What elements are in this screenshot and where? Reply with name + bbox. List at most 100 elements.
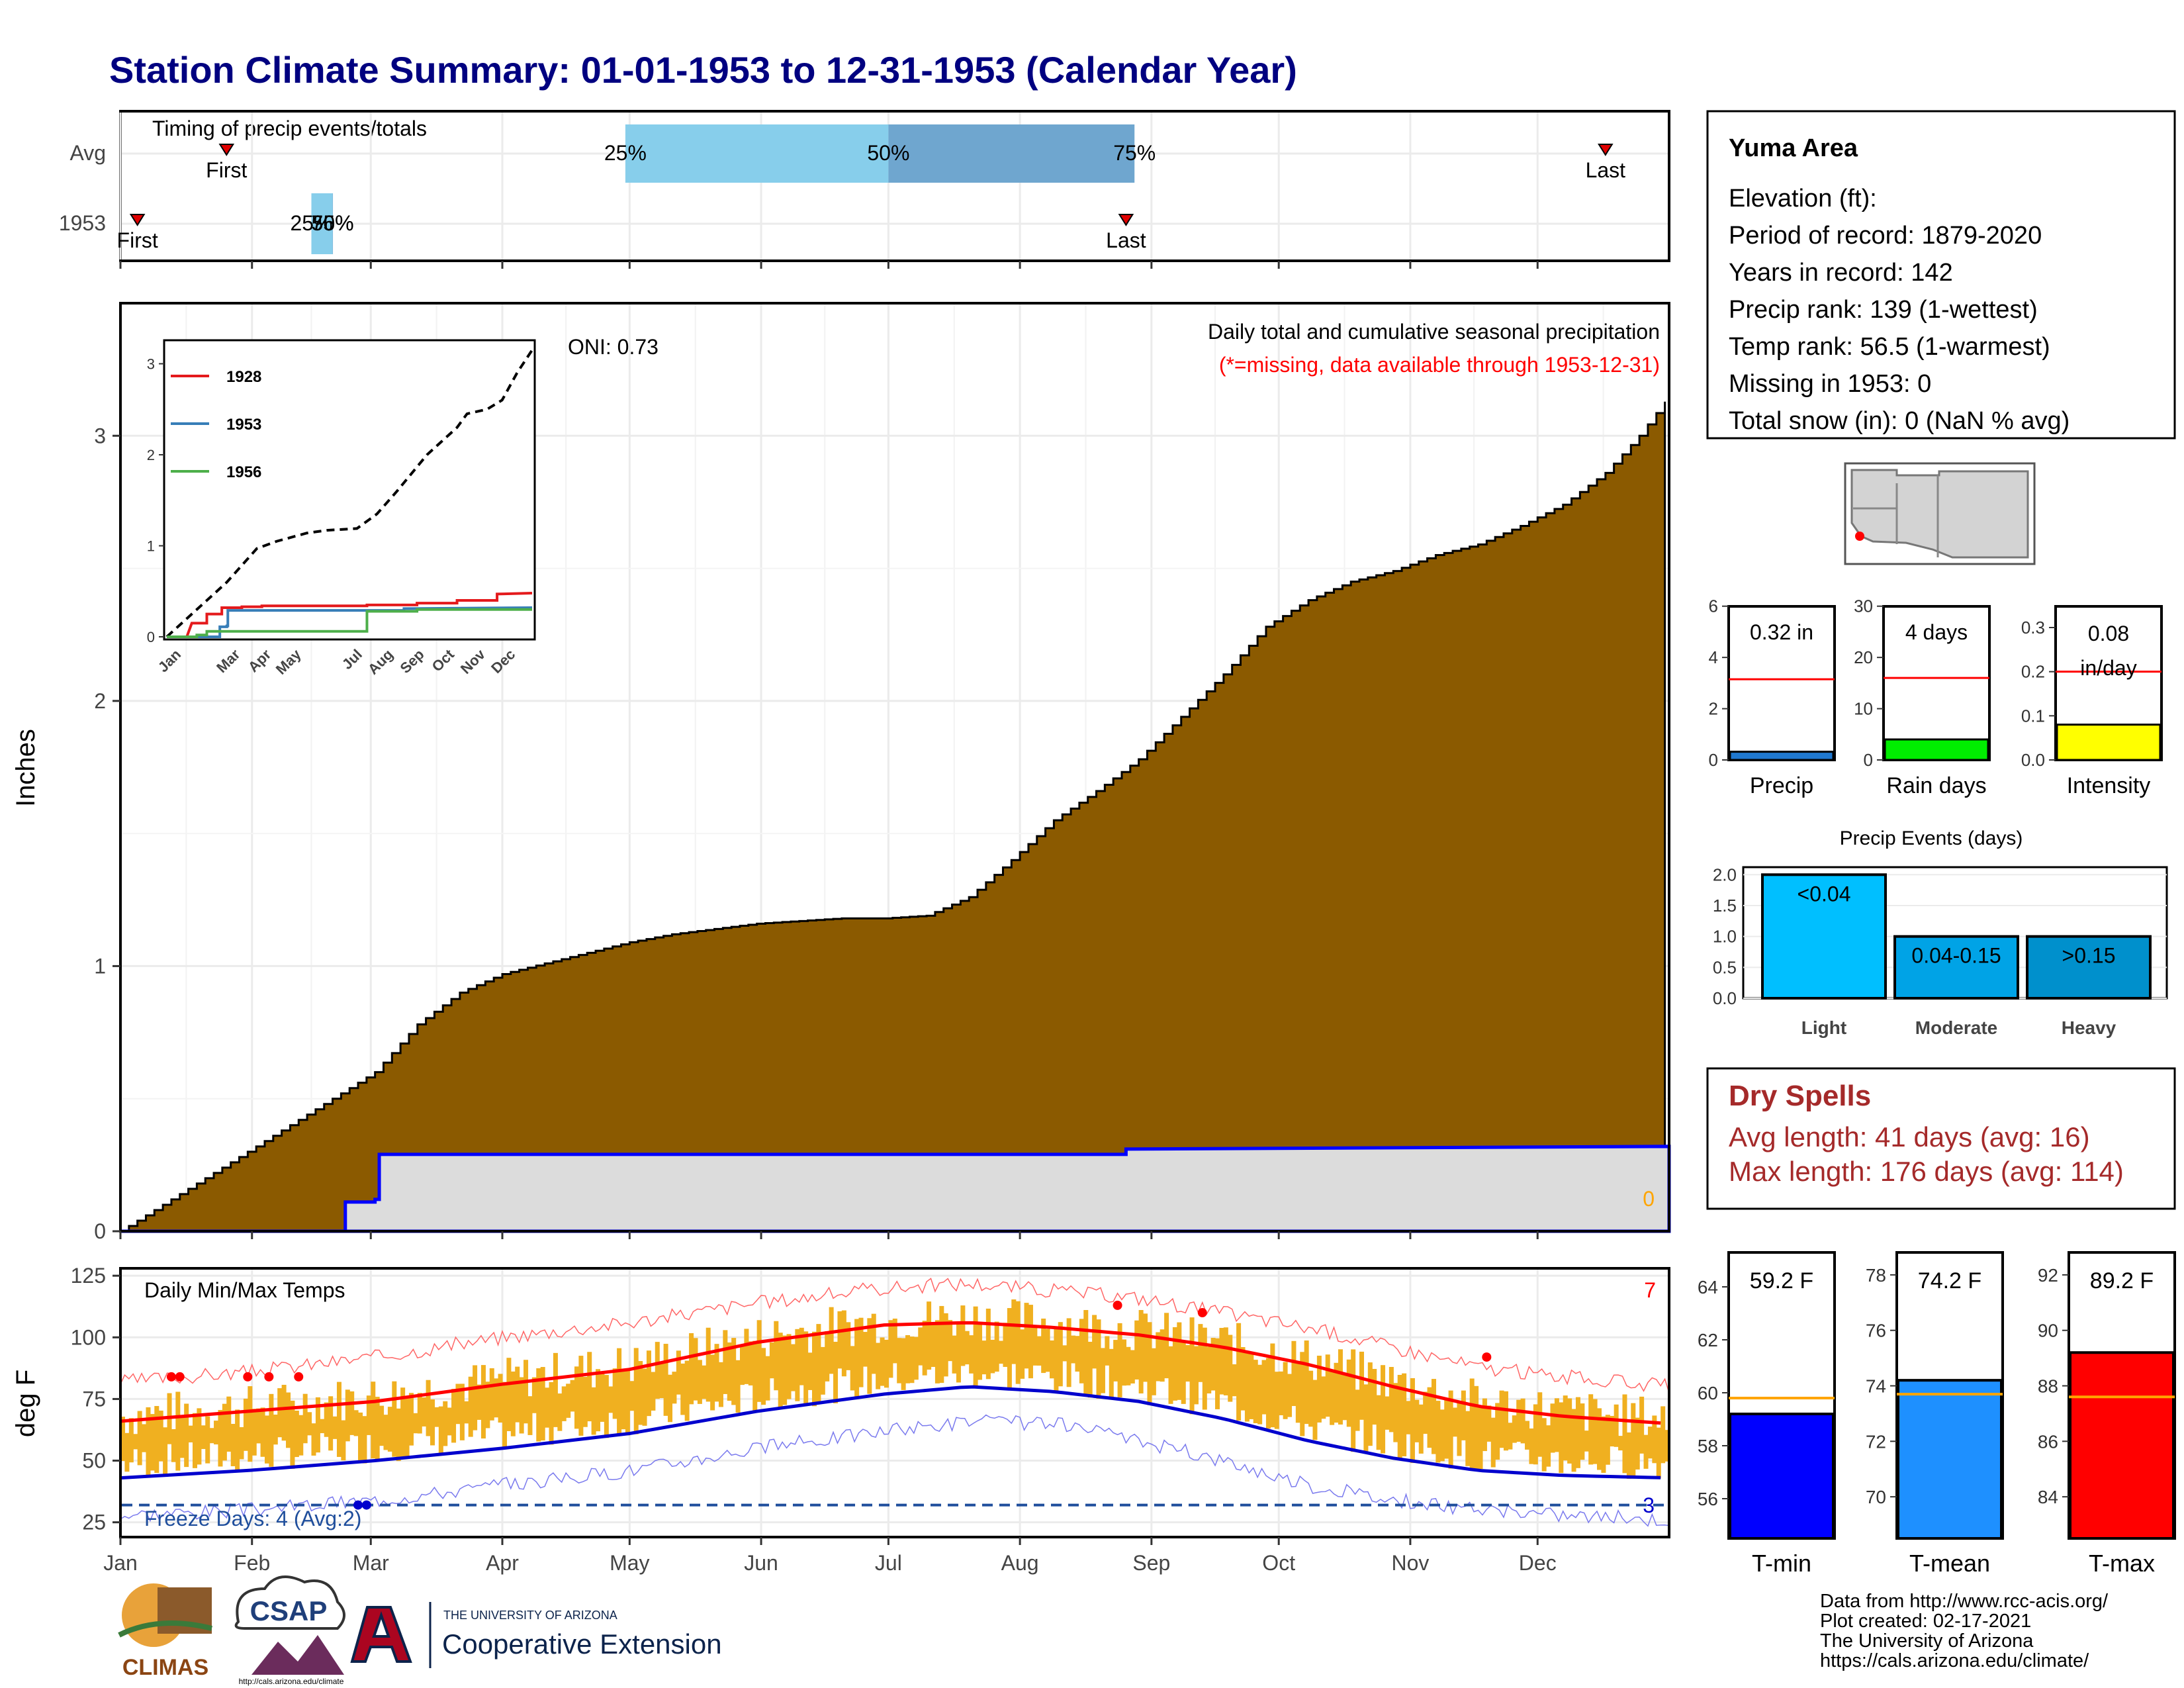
daily-temp-bar — [820, 1346, 825, 1395]
daily-temp-bar — [506, 1358, 512, 1431]
temp-bar-value-T-min — [1729, 1413, 1835, 1540]
mini-bar-ytick-label: 0.1 — [2021, 706, 2045, 726]
daily-temp-bar — [913, 1336, 919, 1380]
daily-temp-bar — [413, 1413, 418, 1434]
daily-temp-bar — [133, 1434, 138, 1450]
daily-temp-bar — [1015, 1301, 1021, 1384]
record-high-marker — [1113, 1300, 1122, 1310]
daily-temp-bar — [799, 1327, 804, 1385]
missing-note: (*=missing, data available through 1953-… — [1219, 353, 1660, 377]
daily-temp-bar — [672, 1372, 677, 1404]
station-info-line: Precip rank: 139 (1-wettest) — [1729, 296, 2038, 324]
daily-temp-bar — [718, 1362, 723, 1407]
precip-events-ytick-label: 2.0 — [1713, 865, 1737, 884]
daily-temp-bar — [892, 1318, 897, 1364]
daily-temp-bar — [549, 1382, 554, 1445]
credit-line: The University of Arizona — [1820, 1630, 2034, 1652]
daily-temp-bar — [934, 1320, 940, 1383]
ua-extension: Cooperative Extension — [442, 1628, 722, 1660]
daily-temp-bar — [1554, 1398, 1559, 1452]
dry-spells-avg-length: Avg length: 41 days (avg: 16) — [1729, 1121, 2090, 1152]
precip-events-category: Light — [1801, 1017, 1846, 1038]
timing-marker-label: Last — [1106, 228, 1146, 252]
daily-temp-bar — [871, 1313, 876, 1374]
daily-temp-bar — [553, 1352, 558, 1427]
daily-temp-bar — [888, 1320, 893, 1378]
daily-temp-bar — [1465, 1411, 1471, 1466]
temp-plot-frame — [119, 1267, 1670, 1538]
daily-temp-bar — [239, 1427, 244, 1460]
daily-temp-bar — [430, 1399, 435, 1446]
mini-bar-frame-Rain days — [1882, 605, 1991, 761]
main-plot-frame — [119, 302, 1670, 1233]
daily-temp-bar — [1087, 1341, 1093, 1398]
daily-temp-bar — [858, 1317, 864, 1387]
timing-marker — [1118, 214, 1134, 226]
daily-temp-bar — [1083, 1309, 1089, 1395]
daily-temp-bar — [1228, 1335, 1233, 1402]
daily-temp-bar — [248, 1386, 253, 1462]
daily-temp-bar — [1279, 1371, 1284, 1415]
daily-temp-bar — [1291, 1340, 1297, 1407]
mini-bar-ytick-label: 0.0 — [2021, 750, 2045, 770]
daily-temp-bar — [1571, 1409, 1576, 1472]
csap-cloud-icon — [234, 1575, 345, 1630]
daily-temp-bar — [1151, 1348, 1156, 1395]
daily-temp-bar — [222, 1403, 227, 1461]
timing-bar-25-50 — [311, 193, 333, 254]
daily-temp-bar — [1316, 1355, 1322, 1423]
temp-bar-ytick-label: 62 — [1698, 1330, 1718, 1350]
daily-temp-bar — [1448, 1390, 1453, 1469]
record-low-marker — [361, 1500, 371, 1510]
daily-temp-bar — [1244, 1352, 1250, 1422]
daily-temp-bar — [668, 1374, 673, 1423]
daily-temp-bar — [1210, 1338, 1216, 1391]
timing-marker — [129, 214, 146, 226]
daily-temp-bar — [811, 1331, 817, 1407]
timing-pct75-label: 75% — [1113, 141, 1156, 165]
daily-temp-bar — [978, 1323, 983, 1380]
daily-temp-bar — [612, 1368, 617, 1419]
daily-temp-bar — [782, 1335, 788, 1405]
daily-temp-bar — [1092, 1315, 1097, 1369]
daily-temp-bar — [833, 1341, 839, 1403]
daily-temp-bar — [816, 1324, 821, 1403]
daily-temp-bar — [1261, 1360, 1267, 1415]
daily-temp-bar — [761, 1348, 766, 1405]
daily-temp-bar — [1457, 1403, 1462, 1456]
daily-temp-bar — [1661, 1406, 1666, 1464]
month-label: Apr — [486, 1551, 519, 1575]
daily-temp-bar — [714, 1344, 719, 1402]
daily-temp-bar — [1312, 1380, 1318, 1440]
daily-temp-bar — [1156, 1332, 1161, 1382]
daily-temp-bar — [286, 1392, 291, 1448]
month-label: Dec — [1519, 1551, 1557, 1575]
credit-line: Data from http://www.rcc-acis.org/ — [1820, 1591, 2109, 1612]
daily-temp-bar — [163, 1427, 168, 1476]
daily-temp-bar — [400, 1387, 406, 1458]
daily-temp-bar — [1253, 1360, 1258, 1423]
daily-temp-bar — [655, 1342, 660, 1399]
daily-temp-bar — [1257, 1364, 1263, 1425]
temp-bar-label: T-min — [1752, 1550, 1811, 1577]
daily-temp-bar — [769, 1342, 774, 1379]
mini-bar-label: Rain days — [1886, 773, 1986, 798]
daily-temp-bar — [1240, 1347, 1246, 1411]
record-high-marker — [1197, 1308, 1207, 1318]
record-count: 7 — [1644, 1278, 1656, 1302]
daily-temp-bar — [1185, 1344, 1191, 1382]
daily-temp-bar — [1397, 1374, 1402, 1458]
daily-temp-bar — [1003, 1323, 1008, 1367]
daily-temp-bar — [1287, 1374, 1293, 1417]
mini-bar-ytick-label: 0.3 — [2021, 618, 2045, 637]
daily-temp-bar — [1321, 1376, 1326, 1419]
daily-temp-bar — [464, 1401, 469, 1424]
mini-bar-frame-Precip — [1727, 605, 1836, 761]
daily-temp-bar — [931, 1325, 936, 1367]
temp-label: Daily Min/Max Temps — [144, 1278, 345, 1302]
daily-temp-bar — [158, 1410, 163, 1462]
daily-temp-bar — [1533, 1404, 1538, 1465]
daily-temp-bar — [307, 1412, 312, 1436]
daily-temp-bar — [243, 1398, 248, 1451]
month-label: Sep — [1132, 1551, 1170, 1575]
